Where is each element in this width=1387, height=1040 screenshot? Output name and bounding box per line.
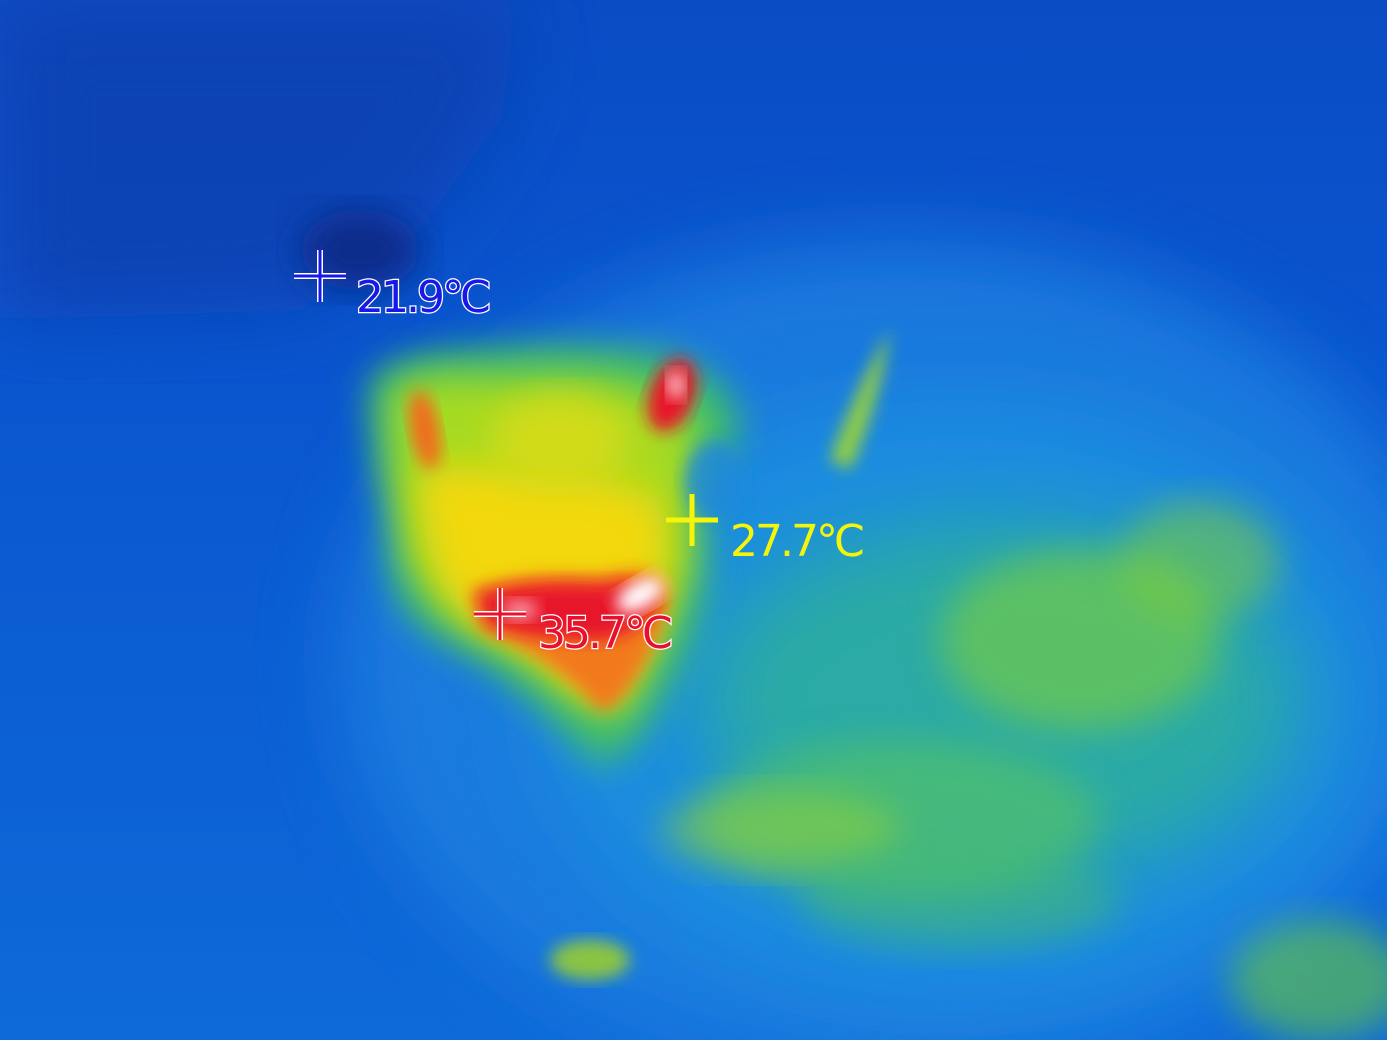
max-temp-crosshair — [470, 584, 530, 644]
warm-streak — [830, 330, 890, 470]
cold-spot — [300, 210, 420, 290]
hottest-core — [478, 582, 660, 640]
min-temp-readout: 21.9℃ — [355, 272, 493, 323]
center-temp-crosshair — [662, 490, 722, 550]
center-temp-readout: 27.7℃ — [730, 516, 865, 567]
peak-spot — [616, 577, 664, 613]
min-temp-crosshair — [290, 246, 350, 306]
max-temp-readout: 35.7℃ — [537, 608, 675, 659]
